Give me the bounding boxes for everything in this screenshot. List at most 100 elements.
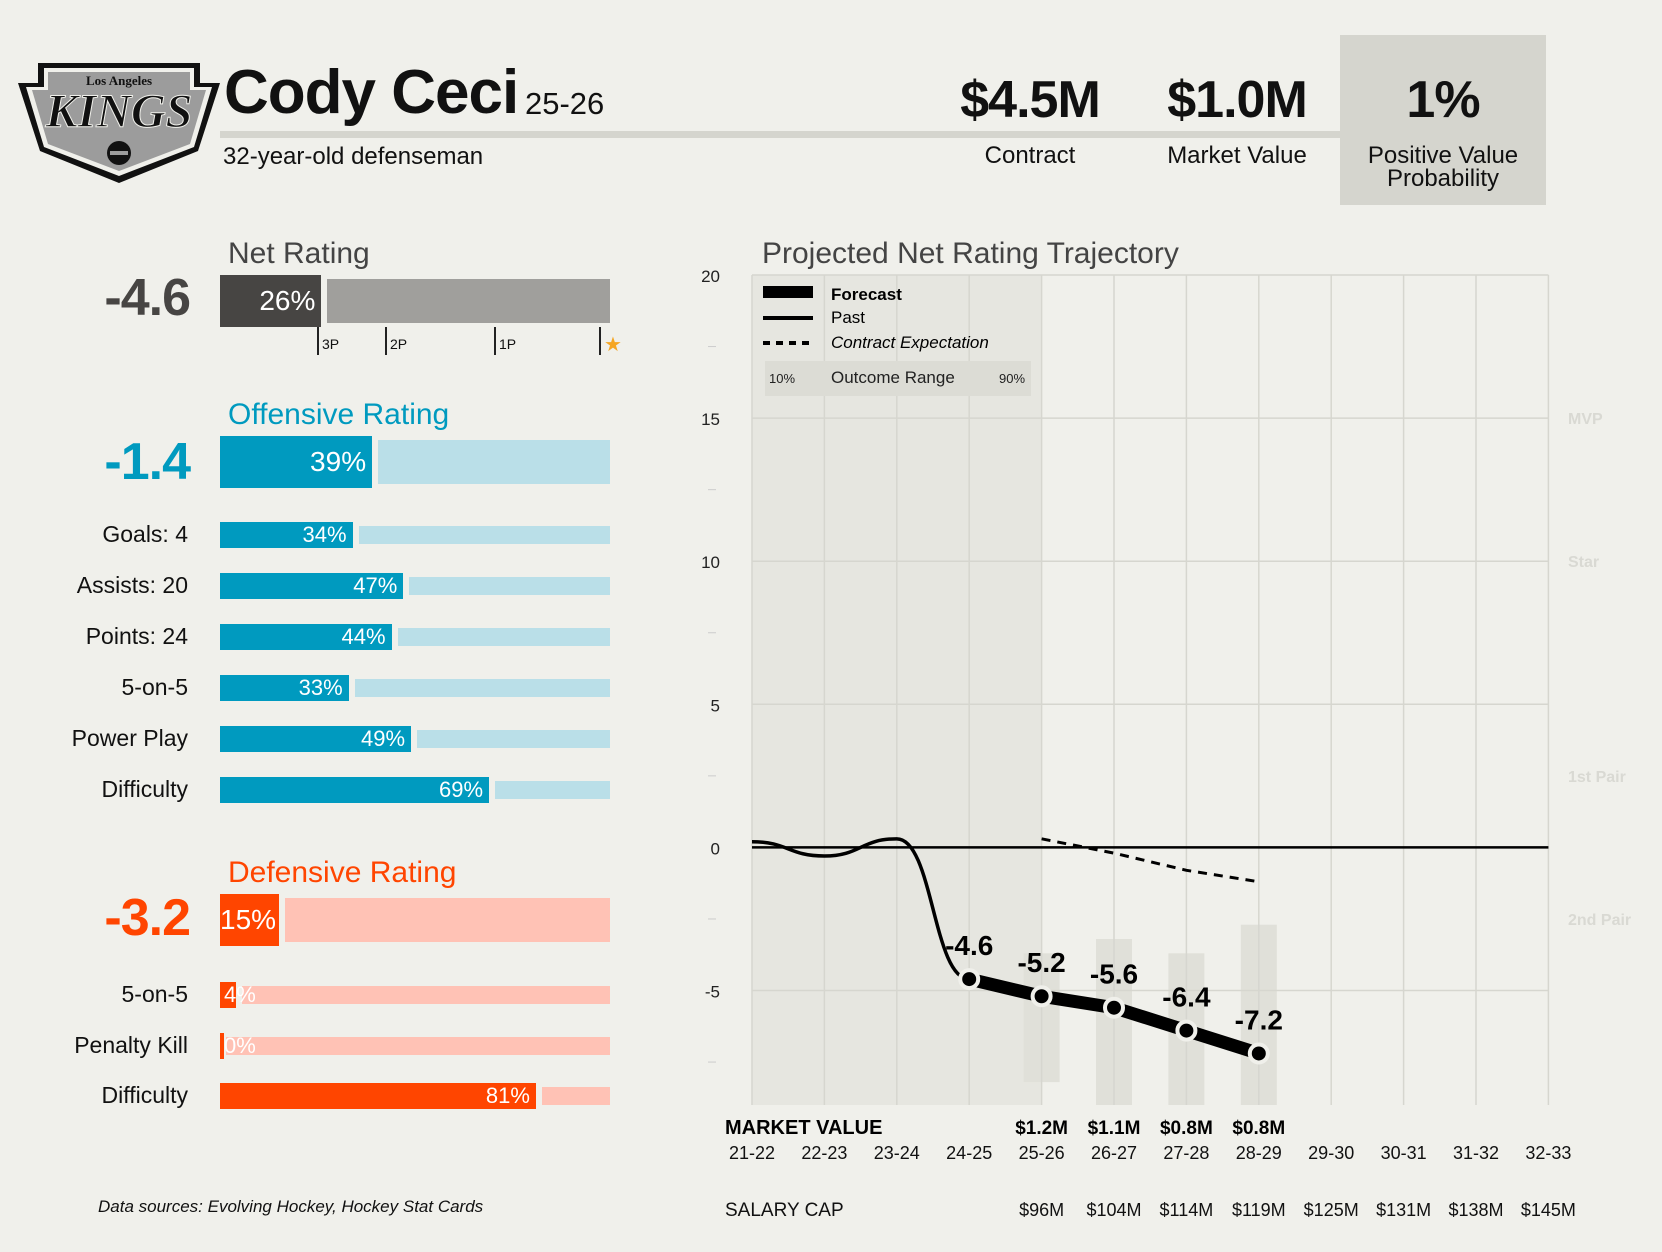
offensive-rating-track bbox=[378, 440, 610, 484]
salary-cap-cell: $114M bbox=[1160, 1200, 1214, 1220]
forecast-point bbox=[958, 968, 981, 991]
tier-label: MVP bbox=[1568, 411, 1603, 428]
offensive-rating-title: Offensive Rating bbox=[228, 398, 450, 431]
data-sources: Data sources: Evolving Hockey, Hockey St… bbox=[98, 1197, 484, 1216]
defensive-row-label: Difficulty bbox=[101, 1082, 189, 1108]
offensive-row-fill: 49% bbox=[220, 726, 412, 752]
defensive-rating-value: -3.2 bbox=[104, 889, 191, 947]
offensive-row-track bbox=[354, 679, 610, 697]
net-marker-tick bbox=[599, 327, 601, 355]
salary-cap-cell: $125M bbox=[1304, 1200, 1359, 1220]
defensive-row-label: Penalty Kill bbox=[74, 1032, 188, 1058]
legend-outcome-range-swatch bbox=[765, 361, 1031, 396]
y-tick-label: 5 bbox=[711, 696, 720, 715]
logo-main-text: KINGS bbox=[45, 85, 193, 138]
forecast-data-label: -5.6 bbox=[1090, 959, 1138, 990]
market-value-cell: $0.8M bbox=[1160, 1118, 1213, 1139]
net-rating-title: Net Rating bbox=[228, 237, 370, 270]
defensive-rating-bar: 15% bbox=[220, 894, 610, 946]
net-marker-label: 3P bbox=[322, 336, 340, 352]
salary-cap-cell: $131M bbox=[1376, 1200, 1431, 1220]
defensive-row-bar: 81% bbox=[220, 1083, 610, 1109]
x-tick-label: 32-33 bbox=[1525, 1143, 1571, 1163]
offensive-row-bar: 33% bbox=[220, 675, 610, 701]
offensive-rating-fill: 39% bbox=[220, 436, 373, 488]
legend-contract-label: Contract Expectation bbox=[831, 333, 989, 352]
offensive-row-label: Power Play bbox=[71, 725, 188, 751]
star-icon: ★ bbox=[604, 334, 622, 356]
logo-top-text: Los Angeles bbox=[86, 73, 152, 88]
positive-value-label-1: Positive Value bbox=[1367, 142, 1519, 169]
defensive-row-label: 5-on-5 bbox=[121, 981, 188, 1007]
past-line bbox=[751, 837, 970, 981]
tier-label: 1st Pair bbox=[1568, 769, 1626, 786]
header-divider bbox=[220, 131, 1340, 138]
defensive-row-fill: 81% bbox=[220, 1083, 536, 1109]
offensive-row-bar: 49% bbox=[220, 726, 610, 752]
salary-cap-cell: $145M bbox=[1521, 1200, 1576, 1220]
offensive-rating-value: -1.4 bbox=[104, 433, 191, 491]
forecast-data-label: -4.6 bbox=[945, 930, 993, 961]
y-tick-label: 15 bbox=[701, 410, 720, 429]
net-marker-tick bbox=[317, 327, 319, 355]
x-tick-label: 29-30 bbox=[1308, 1143, 1354, 1163]
legend-forecast-label: Forecast bbox=[831, 285, 902, 304]
tier-label: 2nd Pair bbox=[1568, 912, 1631, 929]
forecast-point bbox=[1103, 996, 1125, 1019]
offensive-row-label: 5-on-5 bbox=[121, 674, 188, 700]
market-value: $1.0M bbox=[1167, 71, 1308, 129]
net-rating-value: -4.6 bbox=[104, 269, 191, 327]
offensive-row-fill: 47% bbox=[220, 573, 404, 599]
player-name: Cody Ceci bbox=[224, 58, 519, 127]
offensive-row-fill: 69% bbox=[220, 777, 490, 803]
defensive-rating-title: Defensive Rating bbox=[228, 856, 457, 889]
market-value-cell: $1.1M bbox=[1088, 1118, 1141, 1139]
forecast-point bbox=[1030, 985, 1053, 1008]
kings-logo: Los Angeles KINGS bbox=[18, 63, 220, 183]
x-tick-label: 21-22 bbox=[729, 1143, 775, 1163]
offensive-row-label: Assists: 20 bbox=[76, 572, 188, 598]
x-tick-label: 26-27 bbox=[1091, 1143, 1137, 1163]
offensive-rating-bar: 39% bbox=[220, 436, 610, 488]
forecast-data-label: -7.2 bbox=[1235, 1004, 1283, 1035]
x-tick-label: 28-29 bbox=[1236, 1143, 1282, 1163]
defensive-row-bar: 4% bbox=[220, 982, 610, 1008]
net-rating-track bbox=[327, 279, 610, 323]
y-tick-label: 10 bbox=[701, 553, 720, 572]
y-tick-label: 20 bbox=[701, 267, 720, 286]
positive-value-box bbox=[1340, 35, 1546, 205]
x-tick-label: 25-26 bbox=[1019, 1143, 1065, 1163]
defensive-rating-fill: 15% bbox=[220, 894, 279, 946]
legend-past-label: Past bbox=[831, 308, 865, 327]
defensive-row-track bbox=[541, 1087, 610, 1105]
forecast-data-label: -5.2 bbox=[1017, 947, 1065, 978]
x-tick-label: 30-31 bbox=[1381, 1143, 1427, 1163]
x-tick-label: 24-25 bbox=[946, 1143, 992, 1163]
market-value-cell: $0.8M bbox=[1232, 1118, 1285, 1139]
x-tick-label: 31-32 bbox=[1453, 1143, 1499, 1163]
season-label: 25-26 bbox=[525, 86, 605, 121]
legend-range-label: Outcome Range bbox=[831, 368, 955, 387]
offensive-row-label: Goals: 4 bbox=[102, 521, 188, 547]
defensive-row-fill: 0% bbox=[220, 1033, 256, 1059]
offensive-row-bar: 69% bbox=[220, 777, 610, 803]
offensive-row-bar: 47% bbox=[220, 573, 610, 599]
player-subtitle: 32-year-old defenseman bbox=[223, 143, 484, 170]
offensive-row-bar: 44% bbox=[220, 624, 610, 650]
tier-label: Star bbox=[1568, 554, 1599, 571]
salary-cap-cell: $138M bbox=[1448, 1200, 1503, 1220]
net-marker-tick bbox=[494, 327, 496, 355]
salary-cap-cell: $96M bbox=[1019, 1200, 1064, 1220]
offensive-row-track bbox=[358, 526, 610, 544]
offensive-row-bar: 34% bbox=[220, 522, 610, 548]
offensive-row-track bbox=[495, 781, 610, 799]
offensive-row-fill: 44% bbox=[220, 624, 392, 650]
net-rating-bar: 26% bbox=[220, 275, 610, 327]
defensive-row-track bbox=[226, 1037, 610, 1055]
defensive-row-fill: 4% bbox=[220, 982, 256, 1008]
market-value-row-label: MARKET VALUE bbox=[725, 1117, 882, 1139]
salary-cap-cell: $119M bbox=[1232, 1200, 1286, 1220]
market-value-cell: $1.2M bbox=[1015, 1118, 1068, 1139]
net-rating-fill: 26% bbox=[220, 275, 322, 327]
legend-range-low: 10% bbox=[769, 371, 795, 386]
